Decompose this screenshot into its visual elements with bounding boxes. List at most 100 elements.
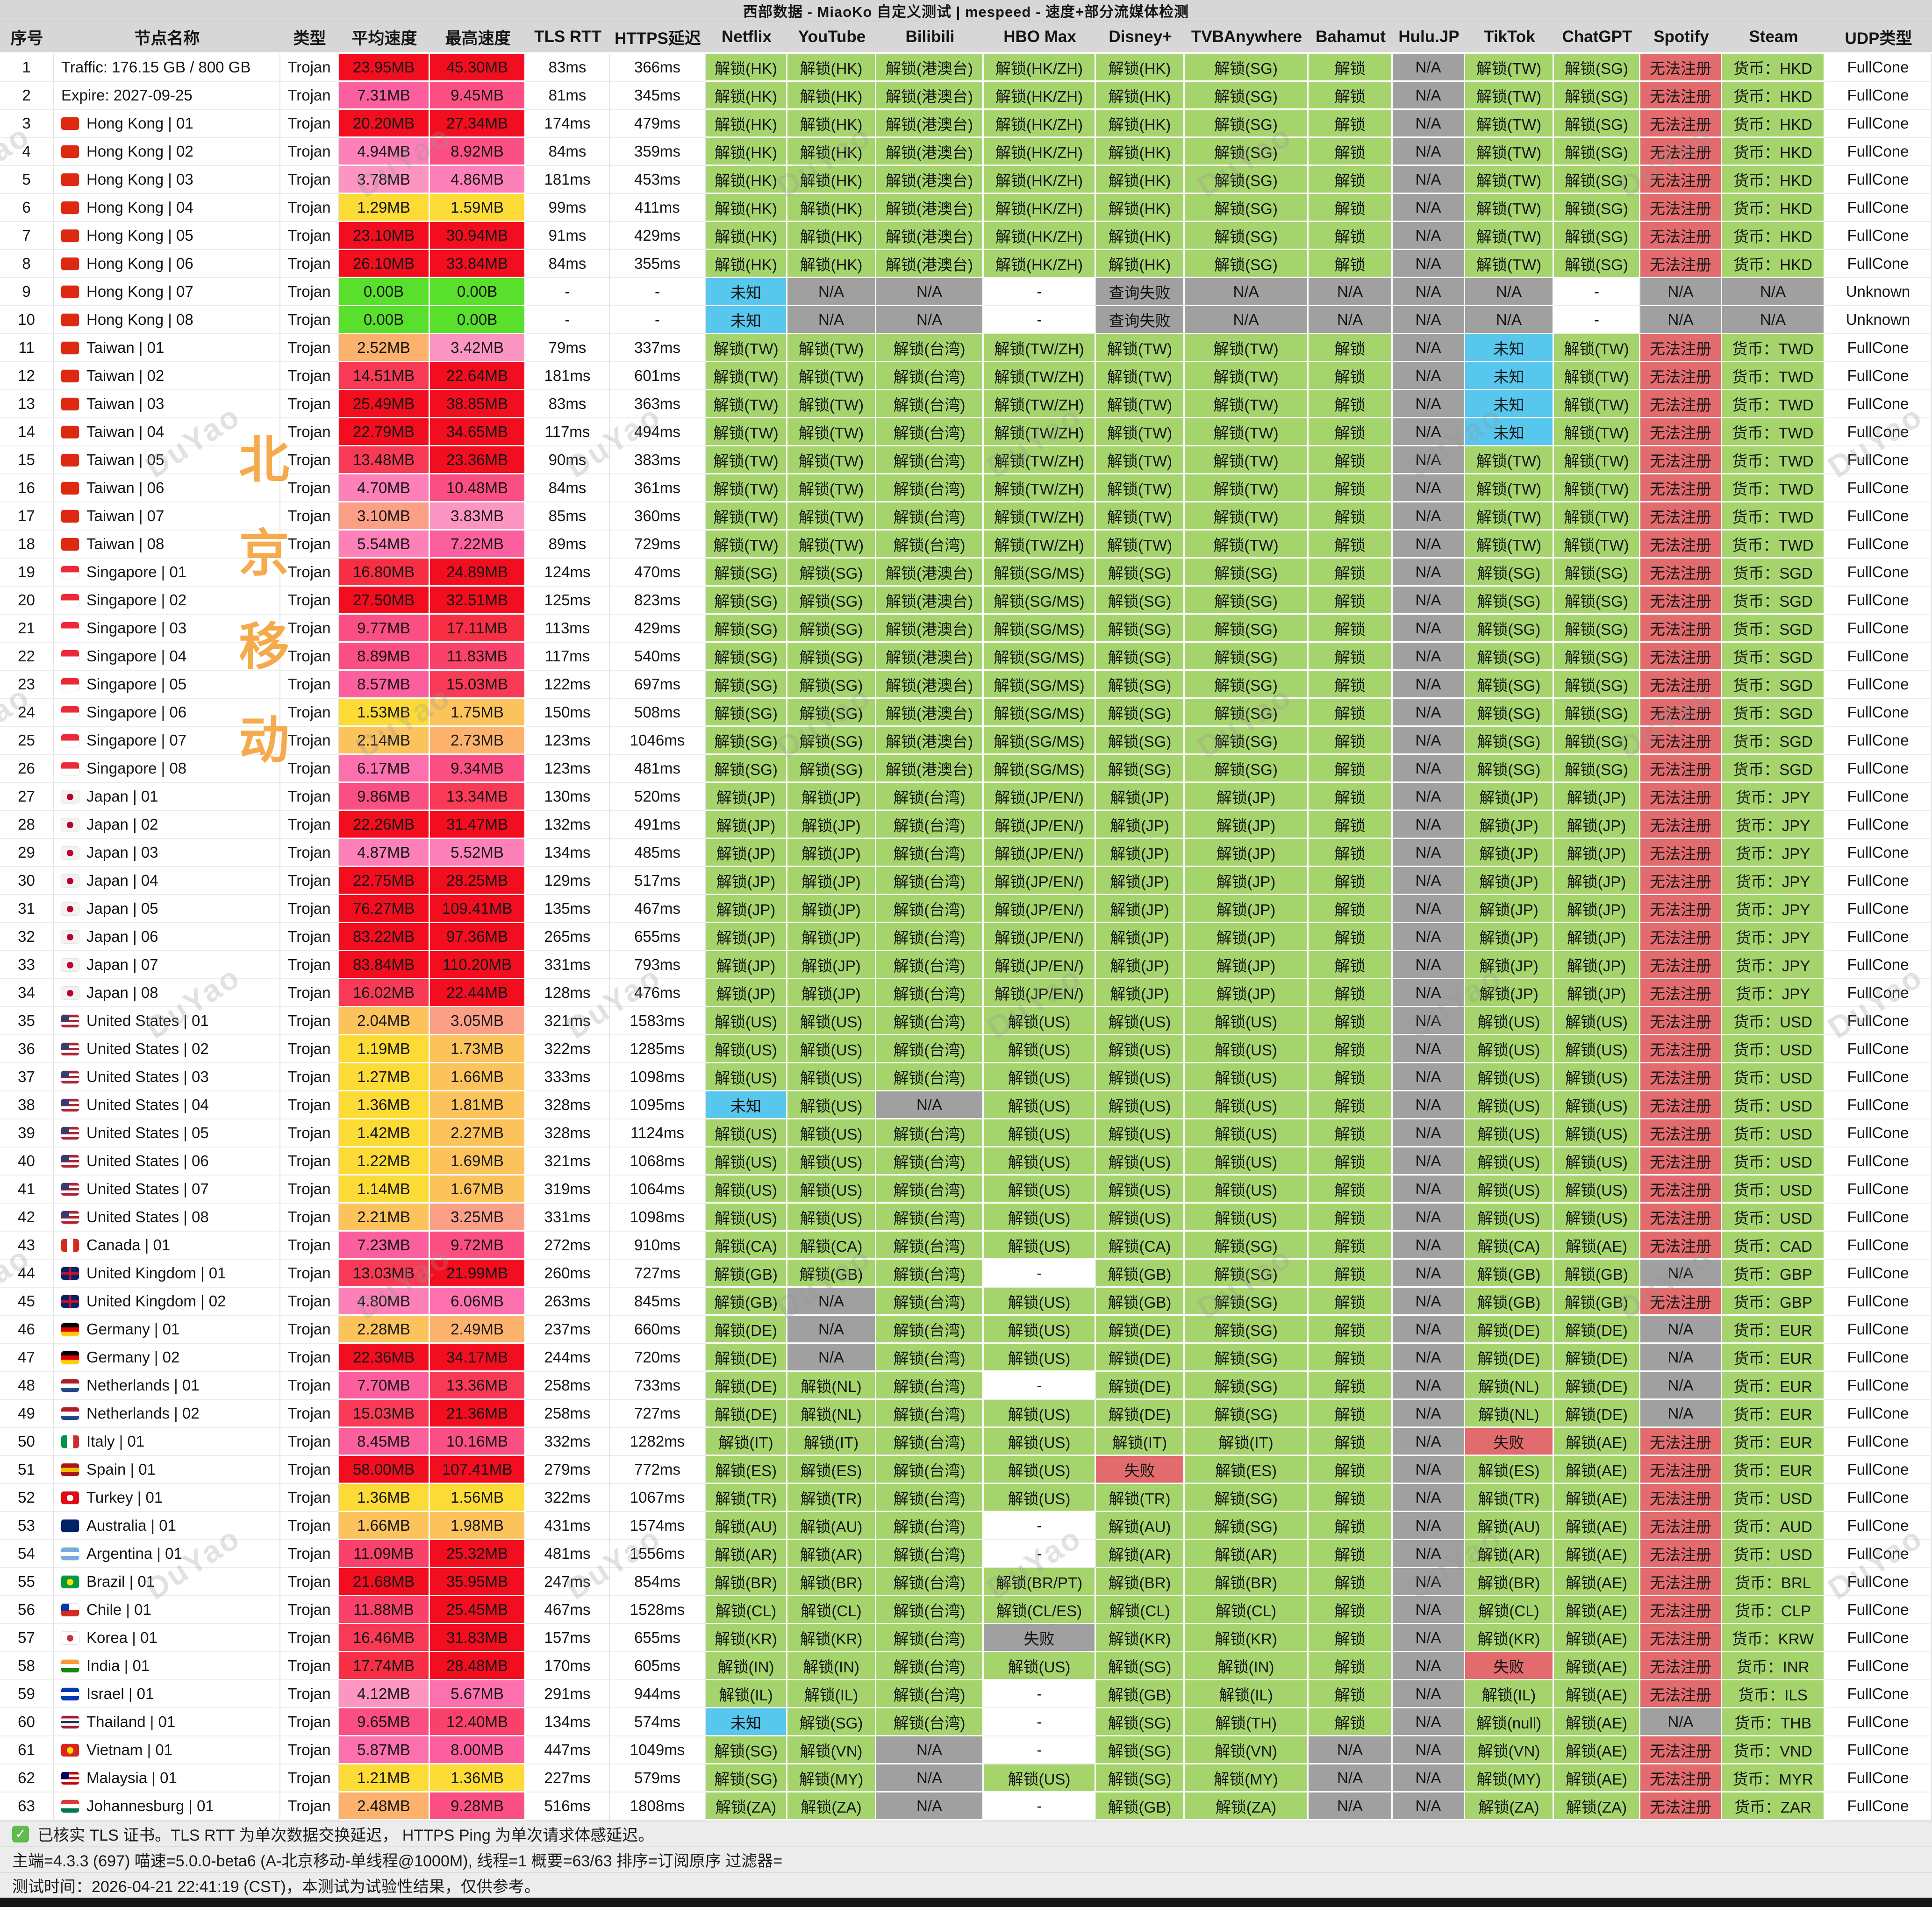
cell-disney-plus: 解锁(TW) <box>1096 334 1185 362</box>
cell-bahamut: 解锁 <box>1309 755 1393 783</box>
cell-disney-plus: 查询失败 <box>1096 278 1185 306</box>
column-header-disney-plus: Disney+ <box>1096 22 1185 54</box>
cell-netflix: 解锁(SG) <box>706 643 787 671</box>
cell-hulu-jp: N/A <box>1393 250 1465 278</box>
cell-type: Trojan <box>280 1400 339 1428</box>
cell-type: Trojan <box>280 1204 339 1232</box>
cell-hulu-jp: N/A <box>1393 1204 1465 1232</box>
cell-steam: 货币：TWD <box>1722 390 1825 418</box>
flag-de-icon <box>61 1323 79 1336</box>
cell-max-speed: 109.41MB <box>430 895 526 923</box>
cell-chatgpt: 解锁(SG) <box>1554 615 1640 643</box>
flag-jp-icon <box>61 931 79 943</box>
cell-tls-rtt: 328ms <box>526 1091 610 1119</box>
cell-https-latency: 1046ms <box>610 727 706 755</box>
cell-steam: 货币：HKD <box>1722 166 1825 194</box>
cell-type: Trojan <box>280 110 339 138</box>
node-name: Korea | 01 <box>86 1629 157 1646</box>
column-header-https-latency: HTTPS延迟 <box>610 22 706 54</box>
cell-bilibili: 解锁(台湾) <box>876 1400 984 1428</box>
cell-tiktok: N/A <box>1465 306 1554 334</box>
cell-type: Trojan <box>280 418 339 446</box>
cell-disney-plus: 解锁(DE) <box>1096 1400 1185 1428</box>
cell-https-latency: 727ms <box>610 1400 706 1428</box>
flag-tw-icon <box>61 454 79 466</box>
flag-cl-icon <box>61 1604 79 1616</box>
cell-netflix: 解锁(SG) <box>706 587 787 615</box>
cell-avg-speed: 8.57MB <box>339 671 430 699</box>
cell-type: Trojan <box>280 727 339 755</box>
cell-index: 21 <box>0 615 54 643</box>
cell-avg-speed: 27.50MB <box>339 587 430 615</box>
cell-steam: 货币：EUR <box>1722 1316 1825 1344</box>
cell-disney-plus: 解锁(US) <box>1096 1091 1185 1119</box>
cell-chatgpt: 解锁(TW) <box>1554 334 1640 362</box>
flag-us-icon <box>61 1211 79 1224</box>
cell-bilibili: 解锁(台湾) <box>876 1652 984 1680</box>
cell-disney-plus: 解锁(SG) <box>1096 727 1185 755</box>
cell-spotify: 无法注册 <box>1640 643 1722 671</box>
cell-tvbanywhere: 解锁(IL) <box>1185 1680 1309 1708</box>
column-header-netflix: Netflix <box>706 22 787 54</box>
table-row: 2 Expire: 2027-09-25 Trojan 7.31MB 9.45MB 81m… <box>0 82 1932 110</box>
cell-tiktok: 解锁(SG) <box>1465 643 1554 671</box>
cell-hbo-max: - <box>984 306 1096 334</box>
cell-youtube: 解锁(TW) <box>787 362 876 390</box>
table-row: 20 Singapore | 02 Trojan 27.50MB 32.51MB 125m… <box>0 587 1932 615</box>
cell-netflix: 解锁(SG) <box>706 755 787 783</box>
table-row: 50 Italy | 01 Trojan 8.45MB 10.16MB 332ms 1282… <box>0 1428 1932 1456</box>
cell-spotify: 无法注册 <box>1640 362 1722 390</box>
table-row: 22 Singapore | 04 Trojan 8.89MB 11.83MB 117ms… <box>0 643 1932 671</box>
cell-disney-plus: 解锁(TW) <box>1096 502 1185 531</box>
cell-chatgpt: 解锁(GB) <box>1554 1288 1640 1316</box>
cell-bahamut: 解锁 <box>1309 559 1393 587</box>
node-name: Spain | 01 <box>86 1461 156 1478</box>
cell-bahamut: 解锁 <box>1309 867 1393 895</box>
cell-avg-speed: 9.77MB <box>339 615 430 643</box>
cell-https-latency: 363ms <box>610 390 706 418</box>
cell-chatgpt: - <box>1554 278 1640 306</box>
cell-bilibili: 解锁(台湾) <box>876 1680 984 1708</box>
cell-max-speed: 12.40MB <box>430 1708 526 1736</box>
cell-name: Japan | 05 <box>54 895 280 923</box>
cell-disney-plus: 解锁(JP) <box>1096 923 1185 951</box>
cell-disney-plus: 解锁(DE) <box>1096 1372 1185 1400</box>
cell-steam: 货币：EUR <box>1722 1344 1825 1372</box>
flag-sg-icon <box>61 706 79 719</box>
cell-tls-rtt: 123ms <box>526 755 610 783</box>
table-row: 61 Vietnam | 01 Trojan 5.87MB 8.00MB 447ms 104… <box>0 1736 1932 1764</box>
cell-tls-rtt: 260ms <box>526 1260 610 1288</box>
cell-type: Trojan <box>280 615 339 643</box>
cell-hbo-max: - <box>984 1708 1096 1736</box>
cell-avg-speed: 14.51MB <box>339 362 430 390</box>
cell-disney-plus: 解锁(KR) <box>1096 1624 1185 1652</box>
cell-netflix: 解锁(US) <box>706 1035 787 1063</box>
table-row: 25 Singapore | 07 Trojan 2.14MB 2.73MB 123ms 1… <box>0 727 1932 755</box>
table-row: 41 United States | 07 Trojan 1.14MB 1.67MB 31… <box>0 1176 1932 1204</box>
cell-youtube: 解锁(JP) <box>787 783 876 811</box>
cell-hbo-max: 解锁(SG/MS) <box>984 643 1096 671</box>
flag-in-icon <box>61 1660 79 1672</box>
flag-sg-icon <box>61 650 79 663</box>
cell-index: 8 <box>0 250 54 278</box>
cell-avg-speed: 3.10MB <box>339 502 430 531</box>
cell-index: 7 <box>0 222 54 250</box>
cell-hulu-jp: N/A <box>1393 1792 1465 1821</box>
cell-tvbanywhere: 解锁(US) <box>1185 1063 1309 1091</box>
cell-steam: 货币：HKD <box>1722 222 1825 250</box>
cell-hbo-max: - <box>984 1792 1096 1821</box>
cell-steam: 货币：SGD <box>1722 727 1825 755</box>
cell-name: Japan | 08 <box>54 979 280 1007</box>
cell-tls-rtt: 89ms <box>526 531 610 559</box>
cell-https-latency: 605ms <box>610 1652 706 1680</box>
cell-bilibili: 解锁(台湾) <box>876 1232 984 1260</box>
cell-index: 23 <box>0 671 54 699</box>
cell-index: 50 <box>0 1428 54 1456</box>
cell-udp-type: FullCone <box>1825 1680 1932 1708</box>
cell-avg-speed: 1.66MB <box>339 1512 430 1540</box>
cell-avg-speed: 11.09MB <box>339 1540 430 1568</box>
cell-index: 57 <box>0 1624 54 1652</box>
cell-disney-plus: 解锁(SG) <box>1096 671 1185 699</box>
cell-index: 19 <box>0 559 54 587</box>
cell-tvbanywhere: 解锁(ZA) <box>1185 1792 1309 1821</box>
